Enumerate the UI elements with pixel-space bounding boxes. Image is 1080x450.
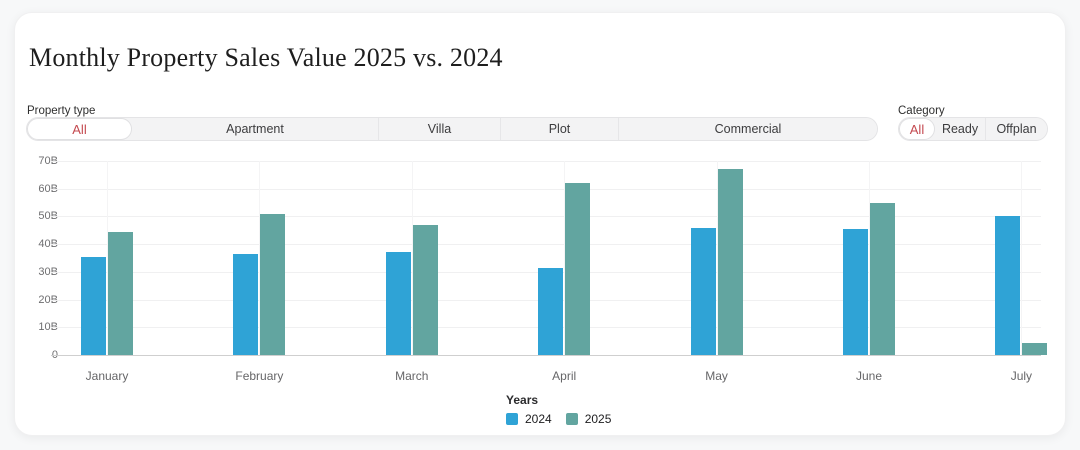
bar-2024-march[interactable] (385, 252, 411, 355)
chart-legend: Years 2024 2025 (506, 393, 611, 426)
y-tick-10B: 10B (38, 321, 58, 334)
x-label-may: May (705, 369, 728, 383)
legend-title: Years (506, 393, 539, 407)
bar-2025-june[interactable] (870, 202, 895, 355)
y-tick-0: 0 (0, 349, 58, 361)
category-label: Category (898, 105, 945, 117)
x-label-march: March (395, 369, 429, 383)
bar-2024-may[interactable] (690, 227, 716, 355)
bar-2025-april[interactable] (565, 183, 591, 355)
bar-2025-july[interactable] (1022, 342, 1048, 355)
x-label-april: April (552, 369, 577, 383)
gridline-horizontal (51, 244, 1041, 246)
property-type-option-apartment[interactable]: Apartment (132, 118, 379, 140)
x-axis-line (51, 355, 1041, 356)
gridline-horizontal (51, 216, 1041, 218)
x-label-june: June (855, 369, 883, 383)
y-tick-50B: 50B (38, 210, 58, 223)
gridline-horizontal (51, 188, 1041, 190)
category-option-all[interactable]: All (899, 118, 935, 140)
category-option-offplan[interactable]: Offplan (986, 118, 1047, 140)
x-label-july: July (1010, 369, 1033, 383)
bar-2025-january[interactable] (108, 231, 133, 355)
bar-2024-april[interactable] (538, 267, 564, 355)
gridline-vertical (1021, 161, 1023, 355)
bar-2024-june[interactable] (843, 228, 868, 355)
x-label-february: February (235, 369, 284, 383)
property-type-filter: All Apartment Villa Plot Commercial (26, 117, 878, 141)
legend-items: 2024 2025 (506, 412, 611, 426)
legend-item-2024[interactable]: 2024 (506, 412, 552, 426)
category-filter: All Ready Offplan (898, 117, 1048, 141)
bar-2024-july[interactable] (995, 216, 1021, 355)
plot-area (51, 161, 1048, 356)
chart-card: Monthly Property Sales Value 2025 vs. 20… (14, 12, 1066, 436)
legend-swatch-2025 (565, 413, 578, 425)
gridline-vertical (564, 161, 566, 355)
y-tick-40B: 40B (38, 238, 58, 251)
bar-2024-january[interactable] (81, 256, 106, 355)
y-tick-30B: 30B (38, 265, 58, 278)
gridline-vertical (869, 161, 870, 355)
legend-label-2024: 2024 (525, 412, 552, 426)
property-type-option-villa[interactable]: Villa (379, 118, 501, 140)
property-type-option-commercial[interactable]: Commercial (619, 118, 877, 140)
gridline-vertical (259, 161, 261, 355)
bar-2025-february[interactable] (260, 213, 286, 355)
gridline-vertical (716, 161, 718, 355)
bar-2025-march[interactable] (412, 224, 438, 355)
gridline-horizontal (51, 161, 1041, 162)
category-option-ready[interactable]: Ready (935, 118, 986, 140)
property-type-option-all[interactable]: All (27, 118, 132, 140)
bar-2025-may[interactable] (717, 169, 743, 355)
y-tick-70B: 70B (38, 155, 58, 167)
bar-chart: 70B60B50B40B30B20B10B0 JanuaryFebruaryMa… (15, 155, 1067, 407)
property-type-option-plot[interactable]: Plot (501, 118, 619, 140)
x-label-january: January (85, 369, 129, 383)
gridline-vertical (411, 161, 413, 355)
y-tick-60B: 60B (38, 182, 58, 195)
bar-2024-february[interactable] (233, 253, 259, 355)
property-type-label: Property type (27, 105, 96, 117)
legend-item-2025[interactable]: 2025 (565, 412, 612, 426)
legend-label-2025: 2025 (584, 412, 612, 426)
y-tick-20B: 20B (38, 293, 58, 306)
legend-swatch-2024 (506, 413, 518, 425)
gridline-vertical (107, 161, 108, 355)
page-title: Monthly Property Sales Value 2025 vs. 20… (29, 43, 503, 72)
